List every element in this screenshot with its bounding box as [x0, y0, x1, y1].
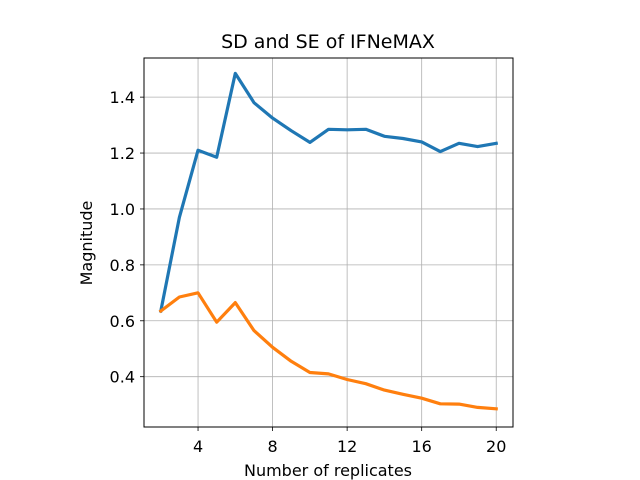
x-tick-label: 4: [193, 437, 203, 456]
y-tick-label: 0.4: [110, 368, 135, 387]
plot-area-frame: [143, 57, 514, 428]
series-line-2: [158, 291, 498, 411]
y-tick-label: 1.0: [110, 200, 135, 219]
y-tick-label: 0.8: [110, 256, 135, 275]
series-line-1: [158, 71, 499, 313]
y-axis-title: Magnitude: [77, 201, 96, 286]
x-tick-label: 8: [267, 437, 277, 456]
axis-ticks: 4 8 12 16 20 0.4 0.6 0.8 1.0 1.2 1.4: [110, 88, 507, 456]
x-tick-label: 20: [486, 437, 506, 456]
chart-title: SD and SE of IFNeMAX: [221, 31, 435, 53]
x-tick-label: 12: [337, 437, 357, 456]
x-axis-title: Number of replicates: [244, 461, 412, 480]
y-tick-label: 1.4: [110, 88, 135, 107]
series-lines: [158, 71, 499, 411]
x-tick-label: 16: [412, 437, 432, 456]
y-tick-label: 1.2: [110, 144, 135, 163]
y-tick-label: 0.6: [110, 312, 135, 331]
